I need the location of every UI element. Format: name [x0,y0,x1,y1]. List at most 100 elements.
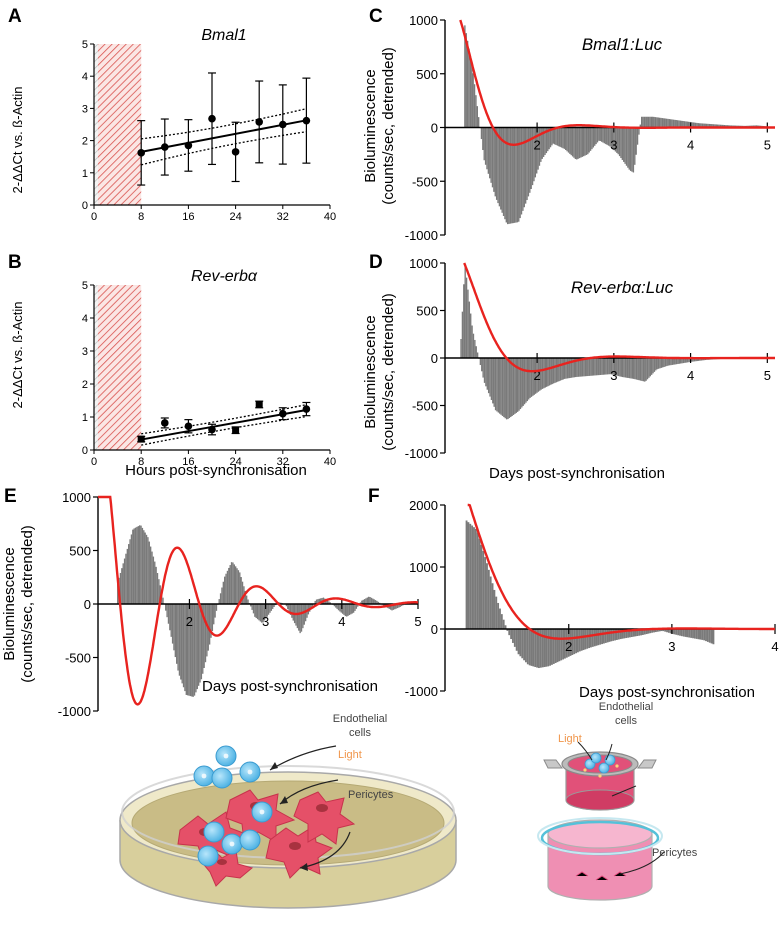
panel-c-bar [547,127,549,152]
panel-d-bar [610,358,613,375]
panel-c-bar [693,122,695,128]
panel-f-bar [701,629,704,640]
panel-f-bar [658,629,661,632]
panel-b-point [302,405,311,413]
panel-d-bar [623,358,625,378]
right-endothelial-label-2: cells [615,715,638,727]
panel-e-bar [241,581,244,604]
panel-c-bar [671,119,673,128]
panel-d-bar [554,358,556,383]
panel-d-bar [608,358,610,375]
panel-d-bar [624,358,627,378]
panel-d-bar [604,358,606,375]
panel-c-bar [591,127,593,150]
panel-d-bar [541,358,544,389]
panel-c-bar [685,121,687,128]
panel-e-bar [158,579,160,604]
panel-b-ytick-label: 1 [82,412,88,424]
panel-c-bar [634,127,636,165]
panel-e-bar [181,604,183,684]
panel-f-ytick-label: 1000 [409,560,438,575]
panel-f-bar [599,629,602,645]
panel-f-bar [593,629,596,647]
panel-c-bar [653,116,655,128]
panel-f-bar [671,629,674,634]
panel-a-ytick-label: 0 [82,200,88,212]
panel-e-bar [224,576,226,604]
panel-f-bar [478,538,481,629]
panel-e-ytick-label: -1000 [58,704,91,719]
panel-d-bar [645,358,647,381]
panel-e-bar [376,600,378,604]
panel-e-bar [229,565,231,604]
panel-c-bar [668,119,671,128]
panel-f-bar [584,629,587,650]
panel-e-bar [255,604,257,618]
panel-c-bar [559,127,561,147]
panel-f-bar [710,629,713,644]
panel-d-bar [532,358,534,396]
panel-c-xtick-label: 4 [687,138,694,153]
panel-c-bar [660,117,662,128]
panel-e-bar [365,598,367,604]
panel-f-bar [586,629,589,649]
panel-c-ytick-label: 1000 [409,13,438,28]
panel-f-bar [677,629,680,636]
panel-e-bar [262,604,264,623]
panel-d-bar [497,358,500,413]
panel-f-bar [640,629,642,636]
panel-f-bar [510,629,513,640]
panel-e-bar [391,604,393,611]
panel-d-bar [526,358,529,402]
panel-c-bar [567,127,570,153]
panel-e-xtick-label: 3 [262,614,269,629]
panel-f-bar [575,629,577,654]
panel-e-bar [347,604,349,616]
panel-e-bar [210,604,212,638]
panel-d-bar [575,358,577,378]
panel-c-bar [558,127,560,147]
panel-e-bar [350,604,352,615]
panel-d-bar [591,358,593,376]
panel-c-bar [469,56,472,128]
panel-d-bar [590,358,592,376]
panel-d-bar [691,358,693,362]
panel-f-bar [513,629,516,647]
panel-e-bar [270,604,273,611]
panel-d-bar [529,358,531,398]
panel-c-bar [480,127,483,140]
panel-e-bar [311,604,314,607]
panel-c-bar [515,127,517,223]
panel-c-bar [476,106,478,128]
panel-d-bar [653,358,656,372]
panel-f-bar [688,629,691,638]
panel-c-bar [482,127,484,151]
panel-e-bar [315,599,318,604]
panel-c-bar [701,123,704,128]
panel-e-bar [144,532,146,604]
panel-f-bar [486,563,488,629]
panel-f-bar [602,629,605,644]
panel-e-bar [325,599,327,604]
panel-e-bar [129,539,131,604]
panel-c-bar [690,122,693,128]
panel-e-bar [352,604,355,613]
panel-c-bar [484,127,487,165]
panel-a-xtick-label: 0 [91,211,97,223]
panel-f-bar [517,629,520,655]
panel-d-bar [655,358,657,371]
panel-b-point [184,422,193,431]
panel-d-bar [565,358,567,379]
panel-d-bar [617,358,620,377]
panel-c-bar [603,127,606,144]
panel-e-bar [373,599,375,604]
panel-e-bar [273,604,275,607]
panel-c-bar [661,118,664,128]
panel-b-point [161,419,169,427]
panel-d-bar [493,358,495,407]
panel-e-bar [234,566,237,604]
panel-c-bar [642,116,644,128]
panel-c-bar [664,118,666,128]
panel-f-bar [473,527,475,629]
panel-d-bar [465,277,468,358]
